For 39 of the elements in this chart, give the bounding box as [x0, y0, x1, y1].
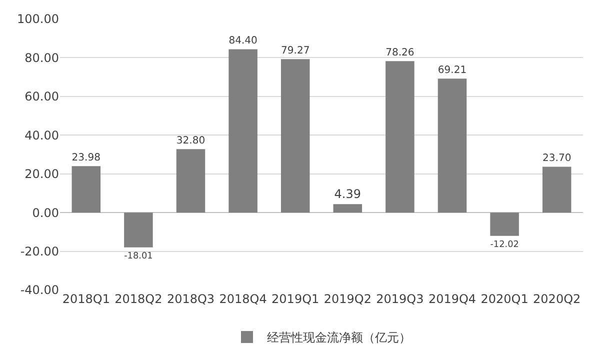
x-tick-label: 2019Q3 — [376, 292, 424, 306]
y-tick-label: 60.00 — [24, 90, 59, 104]
bar — [176, 149, 206, 213]
data-label: -18.01 — [124, 252, 153, 262]
x-tick-label: 2018Q1 — [62, 292, 110, 306]
bar — [333, 204, 362, 213]
data-label: 78.26 — [386, 48, 414, 59]
bar — [124, 212, 153, 248]
data-label: 84.40 — [228, 36, 258, 47]
x-tick-label: 2018Q2 — [114, 292, 162, 306]
y-tick-label: 20.00 — [24, 167, 59, 182]
y-tick-label: 100.00 — [17, 12, 59, 26]
data-label: 4.39 — [334, 187, 362, 202]
data-label: 23.98 — [72, 152, 101, 164]
x-tick-label: 2020Q1 — [480, 292, 528, 306]
y-tick-label: 40.00 — [24, 128, 59, 142]
y-tick-label: 0.00 — [32, 206, 59, 220]
bar — [72, 166, 101, 213]
data-label: -12.02 — [490, 240, 519, 250]
data-label: 23.70 — [542, 153, 572, 164]
data-label: 69.21 — [438, 65, 467, 76]
bar — [386, 61, 414, 213]
bar — [280, 59, 310, 213]
data-label: 32.80 — [176, 136, 206, 147]
data-label: 79.27 — [280, 46, 310, 57]
x-tick-label: 2019Q4 — [428, 292, 476, 306]
y-tick-label: -20.00 — [20, 244, 59, 258]
x-tick-label: 2019Q1 — [272, 292, 320, 306]
bar — [228, 49, 258, 213]
x-tick-label: 2019Q2 — [324, 292, 372, 306]
y-tick-label: -40.00 — [20, 283, 59, 298]
bar — [490, 212, 519, 236]
x-tick-label: 2018Q4 — [219, 292, 267, 306]
x-tick-label: 2020Q2 — [533, 292, 581, 306]
bar — [438, 78, 467, 213]
legend-label: 经营性现金流净额（亿元） — [267, 330, 411, 345]
x-tick-label: 2018Q3 — [166, 292, 215, 306]
bar — [542, 166, 572, 213]
y-tick-label: 80.00 — [24, 50, 59, 65]
